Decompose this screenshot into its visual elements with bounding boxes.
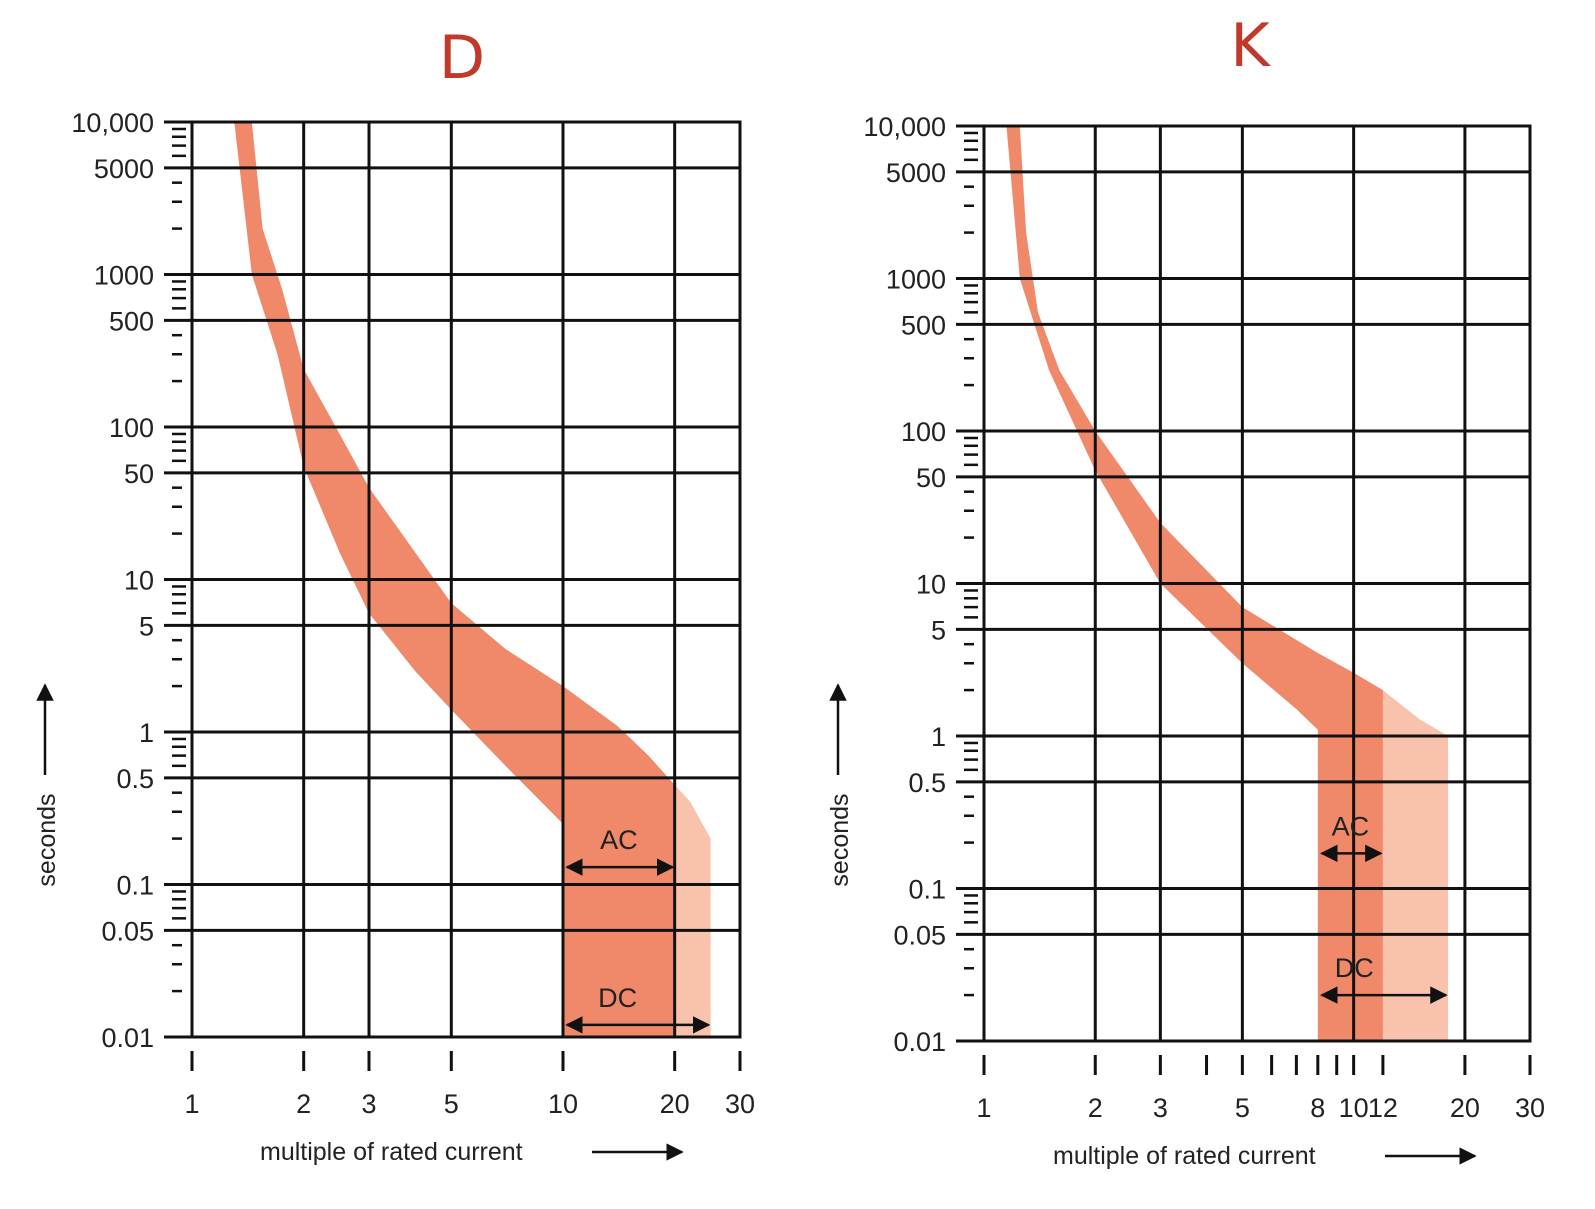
chart-1-y-tick-label: 1 (931, 722, 946, 752)
chart-0-x-tick-label: 20 (660, 1089, 690, 1119)
chart-1-y-tick-label: 1000 (886, 265, 946, 295)
chart-d: D 10,000 5000 1000 500 100 50 10 5 1 0.5 0.1 0.05 0.0… (33, 23, 755, 1166)
chart-0-x-tick-label: 10 (548, 1089, 578, 1119)
chart-1-y-tick-label: 0.5 (908, 768, 946, 798)
chart-1-y-tick-label: 0.01 (893, 1027, 946, 1057)
chart-0-y-tick-label: 1000 (94, 261, 154, 291)
chart-0-y-axis-title: seconds (33, 793, 61, 886)
chart-1-y-axis-title: seconds (826, 793, 854, 886)
chart-0-y-tick-label: 50 (124, 459, 154, 489)
chart-1-x-tick-label: 1 (976, 1093, 991, 1123)
chart-0-x-tick-label: 30 (725, 1089, 755, 1119)
chart-1-y-tick-label: 5 (931, 615, 946, 645)
chart-1-y-tick-label: 100 (901, 417, 946, 447)
chart-1-y-tick-label: 5000 (886, 158, 946, 188)
chart-0-y-tick-label: 1 (139, 718, 154, 748)
chart-1-x-tick-label: 5 (1235, 1093, 1250, 1123)
chart-1-title: K (1230, 11, 1271, 81)
chart-1-y-tick-label: 500 (901, 310, 946, 340)
chart-1-x-tick-label: 20 (1450, 1093, 1480, 1123)
chart-0-y-tick-label: 10 (124, 566, 154, 596)
chart-0-annotation-label-dc: DC (598, 983, 637, 1013)
chart-1-y-tick-label: 10,000 (863, 112, 946, 142)
chart-1-annotation-label-ac: AC (1332, 811, 1370, 841)
chart-1-x-tick-label: 30 (1515, 1093, 1545, 1123)
chart-1-x-tick-label: 10 (1339, 1093, 1369, 1123)
chart-0-y-tick-label: 5000 (94, 154, 154, 184)
chart-0-y-tick-label: 0.1 (116, 871, 154, 901)
chart-1-band-dc-extension (1382, 690, 1448, 1041)
chart-1-x-tick-label: 12 (1368, 1093, 1398, 1123)
chart-1-y-tick-label: 0.1 (908, 875, 946, 905)
chart-k: K 10,000 5000 1000 500 100 50 10 5 1 0.5 0.1 0.05 0.0… (826, 11, 1545, 1170)
chart-1-annotation-label-dc: DC (1335, 953, 1374, 983)
chart-1-plot-frame (982, 124, 1532, 1043)
chart-0-y-tick-label: 5 (139, 611, 154, 641)
chart-0-x-tick-label: 3 (361, 1089, 376, 1119)
chart-0-y-tick-label: 10,000 (71, 108, 154, 138)
chart-1-x-tick-label: 3 (1153, 1093, 1168, 1123)
chart-0-y-tick-label: 500 (109, 306, 154, 336)
chart-0-plot-frame (190, 120, 742, 1039)
chart-0-x-tick-label: 1 (184, 1089, 199, 1119)
chart-0-y-tick-label: 0.05 (101, 916, 154, 946)
chart-0-y-tick-label: 100 (109, 413, 154, 443)
chart-1-x-axis-title: multiple of rated current (1053, 1142, 1316, 1170)
chart-1-y-tick-label: 0.05 (893, 920, 946, 950)
chart-1-y-tick-label: 50 (916, 463, 946, 493)
chart-1-y-tick-label: 10 (916, 570, 946, 600)
chart-0-x-tick-label: 5 (444, 1089, 459, 1119)
chart-0-x-tick-label: 2 (296, 1089, 311, 1119)
chart-0-annotation-label-ac: AC (600, 825, 638, 855)
chart-0-band-dc-extension (674, 784, 711, 1037)
chart-0-band-ac (234, 122, 675, 1037)
chart-0-y-tick-label: 0.5 (116, 764, 154, 794)
chart-1-x-tick-label: 8 (1310, 1093, 1325, 1123)
chart-0-title: D (439, 23, 485, 93)
chart-0-y-tick-label: 0.01 (101, 1023, 154, 1053)
chart-0-x-axis-title: multiple of rated current (260, 1138, 523, 1166)
chart-1-x-tick-label: 2 (1088, 1093, 1103, 1123)
